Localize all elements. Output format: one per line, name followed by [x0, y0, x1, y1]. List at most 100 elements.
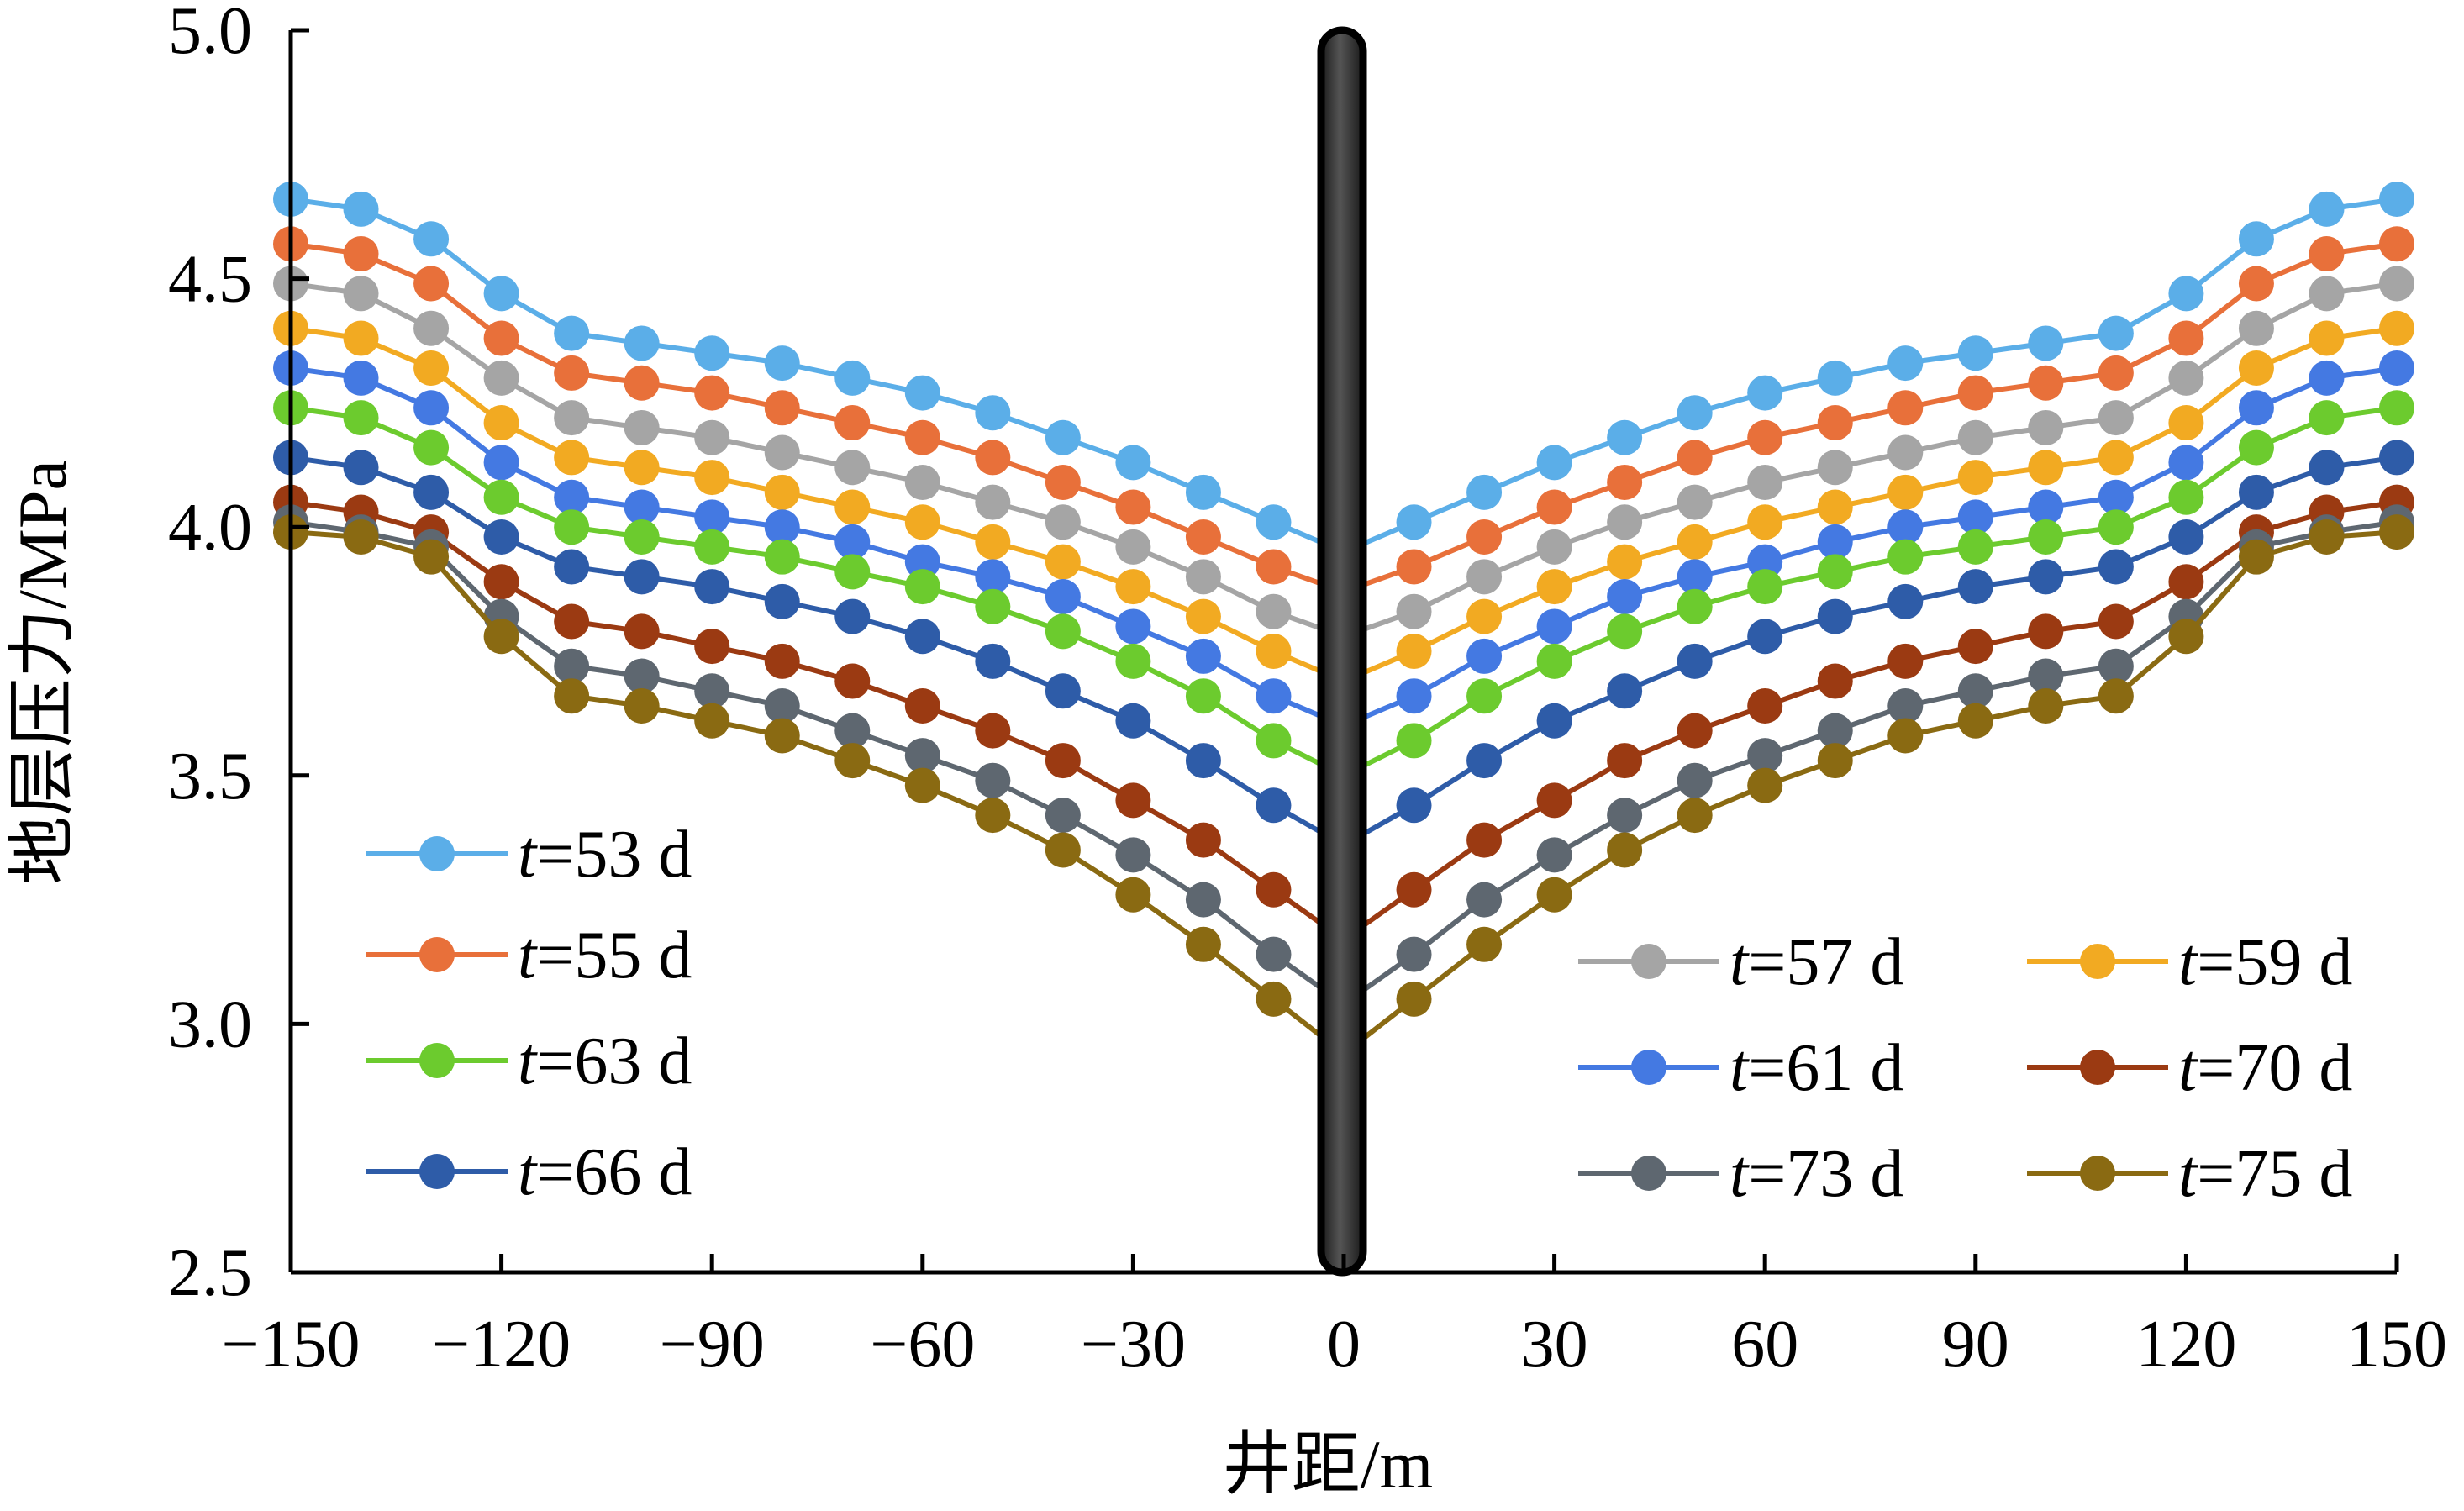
data-point [1607, 464, 1643, 500]
data-point [1115, 837, 1151, 873]
x-tick-label: −150 [221, 1308, 360, 1382]
data-point [694, 529, 730, 565]
data-point [1466, 598, 1503, 634]
data-point [1957, 419, 1993, 455]
data-point [1747, 688, 1783, 724]
data-point [1957, 569, 1993, 605]
data-point [975, 643, 1011, 679]
series-line [290, 366, 1345, 729]
legend-label-var: t [2178, 1137, 2198, 1211]
data-point [1185, 743, 1221, 779]
data-point [1536, 877, 1572, 913]
y-tick-label: 5.0 [168, 0, 252, 68]
series-t-57-d [273, 266, 2414, 640]
data-point [1677, 643, 1713, 679]
legend-label-rest: =73 d [1748, 1137, 1903, 1211]
x-tick-label: −30 [1081, 1308, 1186, 1382]
data-point [1607, 673, 1643, 709]
data-point [1607, 544, 1643, 580]
data-point [834, 450, 871, 486]
legend-label-rest: =55 d [536, 919, 692, 992]
data-point [624, 409, 660, 445]
data-point [1607, 419, 1643, 455]
y-tick-label: 2.5 [168, 1236, 252, 1310]
data-point [1677, 395, 1713, 431]
data-point [1747, 544, 1783, 580]
legend-label: t=55 d [518, 919, 692, 992]
data-point [1256, 723, 1292, 759]
legend-label-rest: =75 d [2197, 1137, 2352, 1211]
data-point [2098, 509, 2134, 545]
data-point [624, 613, 660, 650]
legend-entry: t=70 d [2027, 1031, 2352, 1105]
data-point [1536, 608, 1572, 645]
data-point [834, 554, 871, 590]
x-tick-label: −90 [660, 1308, 765, 1382]
data-point [904, 375, 940, 411]
data-point [2168, 445, 2204, 481]
data-point [904, 738, 940, 774]
data-point [343, 320, 379, 356]
data-point [1957, 499, 1993, 535]
data-point [624, 365, 660, 401]
data-point [1677, 484, 1713, 520]
data-point [413, 221, 450, 257]
data-point [904, 688, 940, 724]
data-point [343, 400, 379, 436]
series-line [1342, 325, 2398, 684]
data-point [2028, 519, 2064, 555]
series-t-75-d [273, 514, 2414, 1056]
data-point [2168, 320, 2204, 356]
data-point [834, 524, 871, 560]
x-tick-label: 0 [1327, 1308, 1361, 1382]
series-t-59-d [273, 310, 2414, 684]
series-line [290, 405, 1345, 778]
data-point [1466, 678, 1503, 714]
data-point [1887, 539, 1924, 575]
data-point [1045, 464, 1081, 500]
data-point [1466, 519, 1503, 555]
data-point [1045, 504, 1081, 540]
legend-label: t=57 d [1730, 925, 1903, 999]
data-point [2028, 450, 2064, 486]
legend-entry: t=57 d [1578, 925, 1903, 999]
data-point [1817, 524, 1853, 560]
data-point [1607, 743, 1643, 779]
data-point [554, 603, 590, 640]
data-point [975, 559, 1011, 595]
data-point [1817, 405, 1853, 441]
data-point [2098, 648, 2134, 684]
legend-entry: t=61 d [1578, 1031, 1903, 1105]
data-point [624, 450, 660, 486]
y-tick-label: 4.5 [168, 243, 252, 317]
legend-label: t=73 d [1730, 1137, 1903, 1211]
data-point [2379, 514, 2414, 550]
data-point [1957, 335, 1993, 371]
data-point [1747, 419, 1783, 455]
data-point [624, 519, 660, 555]
data-point [834, 360, 871, 396]
x-tick-label: −120 [432, 1308, 571, 1382]
series-line [1342, 197, 2398, 555]
data-point [1045, 798, 1081, 834]
data-point [1185, 474, 1221, 510]
data-point [483, 564, 519, 600]
x-tick-label: 60 [1731, 1308, 1798, 1382]
legend-label-var: t [518, 1135, 538, 1209]
y-axis-title: 地层压力/MPa [4, 460, 81, 885]
data-point [694, 629, 730, 665]
data-point [1747, 569, 1783, 605]
data-point [1256, 593, 1292, 629]
data-point [764, 434, 800, 471]
data-point [1536, 489, 1572, 525]
data-point [343, 276, 379, 312]
data-point [413, 266, 450, 302]
data-point [413, 539, 450, 575]
data-point [1045, 578, 1081, 614]
data-point [2309, 276, 2345, 312]
data-point [904, 619, 940, 655]
data-point [1185, 822, 1221, 858]
data-point [1256, 981, 1292, 1017]
data-point [1466, 926, 1503, 962]
data-point [483, 276, 519, 312]
